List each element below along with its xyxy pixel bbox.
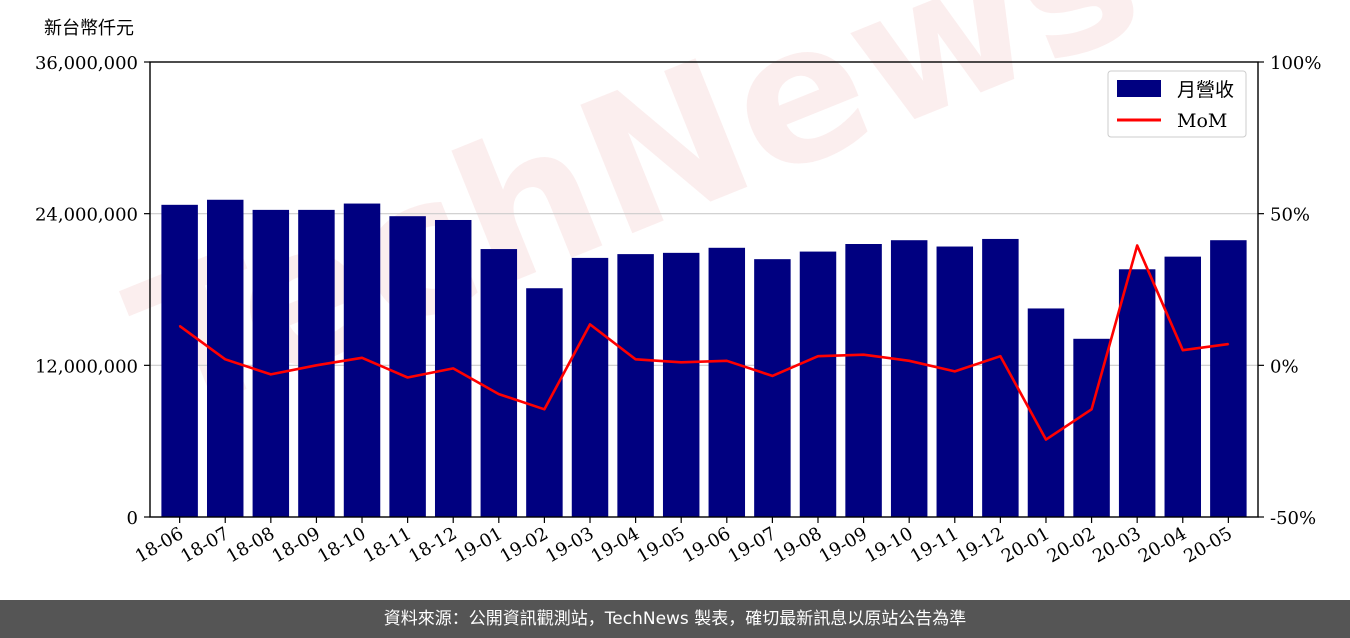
mom-point-20-02 — [1090, 408, 1093, 411]
mom-point-18-06 — [178, 325, 181, 327]
right-tick-label: 50% — [1270, 205, 1310, 226]
mom-point-20-01 — [1045, 438, 1047, 441]
bar-20-03 — [1118, 269, 1156, 517]
bar-19-02 — [526, 288, 563, 517]
mom-point-20-03 — [1136, 244, 1138, 247]
bar-20-05 — [1210, 240, 1247, 518]
x-tick-label: 18-07 — [177, 523, 232, 567]
bar-19-08 — [799, 251, 837, 518]
mom-point-19-06 — [725, 359, 728, 362]
mom-line — [178, 244, 1230, 441]
source-footer: 資料來源：公開資訊觀測站，TechNews 製表，確切最新訊息以原站公告為準 — [0, 600, 1350, 638]
mom-point-19-01 — [498, 393, 500, 395]
bar-19-09 — [845, 244, 882, 517]
x-tick-label: 18-08 — [223, 523, 278, 567]
x-tick-label: 18-10 — [314, 523, 369, 567]
x-tick-label: 19-12 — [952, 523, 1007, 567]
bar-19-06 — [708, 247, 746, 517]
bar-19-10 — [890, 240, 928, 518]
mom-point-18-12 — [452, 367, 455, 370]
mom-point-20-04 — [1181, 349, 1184, 351]
mom-point-19-08 — [817, 355, 819, 358]
bar-19-01 — [480, 249, 518, 518]
x-tick-label: 20-03 — [1089, 523, 1144, 567]
bar-19-05 — [662, 252, 700, 517]
bar-20-01 — [1027, 308, 1065, 517]
x-tick-label: 19-09 — [816, 523, 871, 567]
mom-point-18-09 — [315, 364, 318, 367]
mom-point-19-05 — [680, 361, 683, 364]
mom-point-20-05 — [1227, 343, 1230, 345]
x-tick-label: 19-05 — [633, 523, 688, 567]
mom-point-19-09 — [862, 353, 865, 356]
right-tick-label: 100% — [1270, 53, 1321, 74]
revenue-chart: TechNews 012,000,00024,000,00036,000,000… — [35, 0, 1322, 567]
bar-19-03 — [571, 257, 609, 517]
left-tick-label: 36,000,000 — [35, 53, 138, 74]
mom-point-18-07 — [224, 358, 227, 361]
mom-point-18-08 — [270, 373, 272, 376]
right-tick-label: 0% — [1270, 356, 1299, 377]
x-tick-label: 18-11 — [360, 523, 415, 567]
x-tick-label: 19-08 — [770, 523, 825, 567]
x-tick-label: 18-06 — [132, 523, 187, 567]
left-tick-label: 24,000,000 — [35, 205, 138, 226]
x-tick-label: 20-02 — [1044, 523, 1099, 567]
x-tick-label: 20-04 — [1135, 523, 1190, 567]
legend-label-revenue: 月營收 — [1177, 79, 1234, 101]
x-tick-label: 19-11 — [907, 523, 962, 567]
mom-point-19-02 — [543, 408, 546, 411]
mom-point-19-12 — [999, 355, 1002, 358]
mom-point-18-11 — [406, 376, 409, 379]
x-tick-label: 20-01 — [998, 523, 1053, 567]
x-tick-label: 18-09 — [268, 523, 323, 567]
x-tick-label: 19-04 — [588, 523, 643, 567]
bar-19-07 — [754, 259, 791, 517]
x-tick-label: 19-06 — [679, 523, 734, 567]
mom-point-19-03 — [589, 323, 591, 326]
x-tick-label: 19-01 — [451, 523, 506, 567]
left-tick-label: 12,000,000 — [35, 356, 138, 377]
bar-20-04 — [1164, 256, 1202, 517]
plot-frame — [149, 61, 1259, 518]
mom-point-19-07 — [771, 375, 774, 377]
bar-18-06 — [161, 204, 198, 517]
mom-series-line — [178, 244, 1229, 441]
x-tick-label: 19-10 — [861, 523, 916, 567]
x-tick-label: 20-05 — [1180, 523, 1235, 567]
footer-text: 資料來源：公開資訊觀測站，TechNews 製表，確切最新訊息以原站公告為準 — [383, 609, 967, 629]
bar-19-11 — [936, 246, 974, 517]
legend-bar-swatch — [1117, 80, 1161, 97]
left-tick-label: 0 — [127, 508, 138, 529]
x-tick-label: 18-12 — [405, 523, 460, 567]
x-tick-label: 19-03 — [542, 523, 597, 567]
bar-18-08 — [252, 209, 290, 517]
mom-point-18-10 — [361, 356, 363, 359]
bar-18-11 — [389, 216, 426, 517]
revenue-bars — [161, 199, 1247, 518]
bar-19-04 — [617, 254, 654, 517]
legend: 月營收 MoM — [1107, 70, 1247, 138]
y-axis-unit-label: 新台幣仟元 — [44, 18, 134, 39]
legend-label-mom: MoM — [1177, 110, 1227, 132]
mom-point-19-11 — [953, 370, 956, 373]
x-tick-label: 19-02 — [496, 523, 551, 567]
mom-point-19-04 — [634, 358, 637, 361]
x-tick-label: 19-07 — [724, 523, 779, 567]
mom-point-19-10 — [908, 359, 910, 362]
axes — [149, 61, 1259, 518]
right-tick-label: -50% — [1270, 508, 1316, 529]
